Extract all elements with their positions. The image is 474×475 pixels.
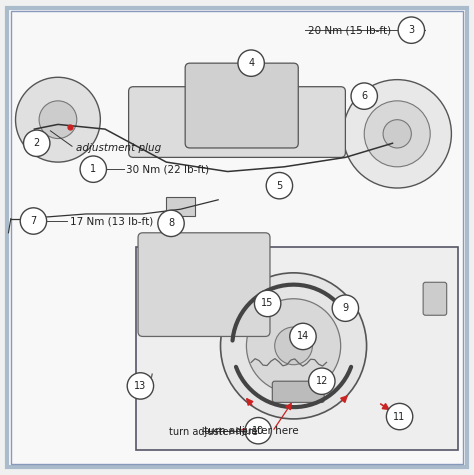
Circle shape	[255, 290, 281, 317]
Circle shape	[290, 323, 316, 350]
Circle shape	[80, 156, 107, 182]
Text: 12: 12	[316, 376, 328, 386]
Text: 6: 6	[361, 91, 367, 101]
Circle shape	[20, 208, 46, 234]
Circle shape	[398, 17, 425, 43]
Circle shape	[246, 299, 341, 393]
Circle shape	[245, 418, 272, 444]
Text: adjustment plug: adjustment plug	[76, 143, 161, 153]
Circle shape	[275, 327, 312, 365]
Text: 1: 1	[90, 164, 96, 174]
FancyBboxPatch shape	[128, 87, 346, 157]
Circle shape	[386, 403, 413, 430]
Circle shape	[158, 210, 184, 237]
Circle shape	[238, 50, 264, 76]
FancyBboxPatch shape	[273, 381, 324, 402]
Text: 10: 10	[252, 426, 264, 436]
Text: 2: 2	[34, 138, 40, 148]
FancyBboxPatch shape	[423, 282, 447, 315]
Text: 20 Nm (15 lb-ft): 20 Nm (15 lb-ft)	[308, 25, 391, 35]
Circle shape	[16, 77, 100, 162]
Text: 13: 13	[134, 381, 146, 391]
FancyBboxPatch shape	[185, 63, 298, 148]
Circle shape	[127, 373, 154, 399]
FancyBboxPatch shape	[7, 8, 467, 467]
Circle shape	[39, 101, 77, 139]
Circle shape	[351, 83, 377, 109]
Circle shape	[266, 172, 292, 199]
FancyBboxPatch shape	[166, 198, 195, 216]
Text: 15: 15	[262, 298, 274, 308]
Text: 30 Nm (22 lb-ft): 30 Nm (22 lb-ft)	[126, 164, 210, 174]
Text: turn adjuster here: turn adjuster here	[204, 426, 299, 436]
Circle shape	[332, 295, 358, 322]
Circle shape	[220, 273, 366, 419]
Circle shape	[343, 80, 451, 188]
Circle shape	[364, 101, 430, 167]
Text: 11: 11	[393, 411, 406, 422]
Text: 5: 5	[276, 180, 283, 190]
FancyBboxPatch shape	[136, 247, 458, 449]
Text: 4: 4	[248, 58, 254, 68]
Text: 9: 9	[342, 303, 348, 313]
Text: 17 Nm (13 lb-ft): 17 Nm (13 lb-ft)	[70, 216, 153, 226]
Circle shape	[24, 130, 50, 156]
Text: 7: 7	[30, 216, 36, 226]
Circle shape	[383, 120, 411, 148]
FancyBboxPatch shape	[138, 233, 270, 336]
Circle shape	[309, 368, 335, 394]
Text: turn adjuster here: turn adjuster here	[169, 427, 257, 437]
Text: 3: 3	[408, 25, 414, 35]
Text: 14: 14	[297, 332, 309, 342]
Text: 8: 8	[168, 218, 174, 228]
